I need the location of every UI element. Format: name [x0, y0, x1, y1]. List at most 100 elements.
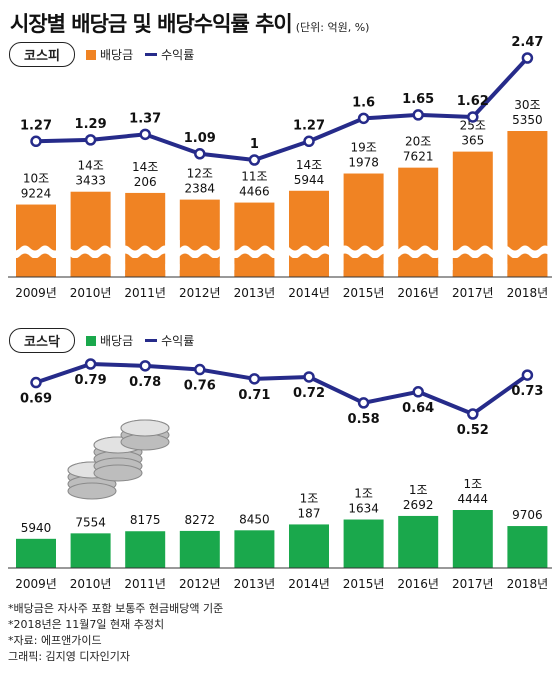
- legend-swatch-dividend: [86, 335, 96, 346]
- yield-point: [412, 386, 424, 398]
- kosdaq-legend: 배당금 수익률: [86, 332, 194, 349]
- yield-point: [30, 135, 42, 148]
- x-tick-label: 2016년: [397, 577, 439, 591]
- bar-label-value: 1978: [348, 156, 379, 170]
- yield-label: 1.37: [129, 111, 161, 126]
- dividend-bar: [125, 531, 166, 568]
- bar-label-value: 3433: [75, 174, 106, 188]
- gap-mask: [492, 240, 508, 270]
- bar-label-value: 2384: [185, 182, 216, 196]
- bar-label-value: 8450: [239, 512, 270, 526]
- x-tick-label: 2011년: [124, 286, 166, 300]
- footnote-4: 그래픽: 김지영 디자인기자: [8, 650, 131, 663]
- yield-label: 1.62: [457, 94, 489, 109]
- coin: [67, 482, 117, 500]
- dividend-bar: [16, 538, 56, 568]
- dividend-bar-base: [398, 260, 439, 277]
- yield-point: [139, 360, 151, 372]
- bar-label-jo: 20조: [405, 135, 431, 149]
- x-tick-label: 2017년: [452, 286, 494, 300]
- bar-label-value: 7621: [403, 150, 434, 164]
- bar-label-jo: 14조: [296, 158, 322, 172]
- bar-label-jo: 25조: [460, 119, 486, 133]
- dividend-bar: [507, 526, 548, 568]
- dividend-bar: [289, 524, 329, 568]
- bar-label-jo: 11조: [241, 170, 267, 184]
- bar-label-value: 365: [461, 134, 484, 148]
- yield-point: [467, 111, 479, 123]
- yield-line: [35, 56, 529, 162]
- gap-mask: [274, 240, 289, 270]
- bar-label-jo: 1조: [409, 483, 428, 497]
- kosdaq-panel: 코스닥 배당금 수익률 5940 7554 8175 8272 8450 1조 187 1조 1…: [0, 320, 560, 600]
- yield-label: 1.29: [75, 117, 107, 132]
- dividend-bar-base: [179, 260, 220, 277]
- legend-item-dividend: 배당금: [86, 332, 133, 349]
- title-text: 시장별 배당금 및 배당수익률 추이: [10, 12, 293, 36]
- legend-label-yield: 수익률: [161, 334, 195, 348]
- bar-label-value: 206: [134, 175, 157, 189]
- dividend-bar: [398, 515, 439, 568]
- bar-label-value: 8272: [185, 513, 216, 527]
- kospi-chart-svg: 10조922414조343314조20612조238411조446614조594…: [0, 36, 560, 300]
- legend-swatch-yield: [145, 53, 158, 56]
- bar-label-value: 5944: [294, 173, 325, 187]
- x-tick-label: 2012년: [179, 286, 221, 300]
- footnotes: *배당금은 자사주 포함 보통주 현금배당액 기준 *2018년은 11월7일 …: [8, 601, 223, 665]
- bar-label-jo: 1조: [354, 487, 373, 501]
- coin: [93, 464, 143, 482]
- footnote-2: *2018년은 11월7일 현재 추정치: [8, 618, 165, 631]
- legend-label-dividend: 배당금: [100, 334, 134, 348]
- dividend-bar: [343, 519, 384, 568]
- yield-label: 0.58: [348, 412, 380, 427]
- x-tick-label: 2013년: [234, 286, 276, 300]
- bar-label-jo: 14조: [132, 160, 158, 174]
- bar-label-value: 4466: [239, 185, 270, 199]
- yield-line: [35, 362, 529, 416]
- gap-mask: [56, 240, 71, 270]
- yield-label: 0.71: [238, 388, 270, 403]
- yield-point: [412, 109, 424, 121]
- kosdaq-chart-svg: 5940 7554 8175 8272 84501조1871조16341조26921조4…: [8, 358, 552, 591]
- bar-label-value: 5350: [512, 113, 543, 127]
- yield-label: 0.52: [457, 423, 489, 438]
- dividend-bar-base: [289, 260, 329, 277]
- x-tick-label: 2010년: [70, 286, 112, 300]
- yield-label: 1.27: [20, 118, 52, 133]
- dividend-bar-base: [234, 260, 275, 277]
- x-tick-label: 2014년: [288, 577, 330, 591]
- bar-label-value: 9224: [21, 187, 52, 201]
- dividend-bar: [234, 530, 275, 568]
- yield-label: 0.72: [293, 386, 325, 401]
- bar-label-value: 8175: [130, 513, 161, 527]
- bar-label-value: 187: [298, 506, 321, 520]
- footnote-3: *자료: 에프앤가이드: [8, 634, 102, 647]
- dividend-bar-base: [507, 260, 548, 277]
- yield-point: [303, 371, 315, 383]
- kospi-market-tag: 코스피: [9, 42, 75, 67]
- x-tick-label: 2017년: [452, 577, 494, 591]
- legend-swatch-yield: [145, 339, 158, 342]
- kosdaq-market-tag: 코스닥: [9, 328, 75, 353]
- x-tick-label: 2010년: [70, 577, 112, 591]
- yield-label: 0.69: [20, 392, 52, 407]
- chart-title: 시장별 배당금 및 배당수익률 추이 (단위: 억원, %): [10, 8, 369, 38]
- legend-label-dividend: 배당금: [100, 48, 134, 62]
- dividend-bar-base: [343, 260, 384, 277]
- yield-point: [521, 369, 534, 381]
- yield-point: [194, 363, 206, 376]
- yield-point: [139, 128, 151, 141]
- yield-point: [467, 408, 479, 420]
- yield-label: 0.78: [129, 375, 161, 390]
- yield-point: [30, 376, 42, 389]
- bar-label-jo: 10조: [23, 172, 49, 186]
- bar-label-value: 5940: [21, 521, 52, 535]
- bar-label-value: 4444: [458, 492, 489, 506]
- bar-label-value: 1634: [348, 502, 379, 516]
- yield-label: 0.64: [402, 401, 434, 416]
- x-tick-label: 2018년: [507, 286, 549, 300]
- bar-label-jo: 19조: [350, 141, 376, 155]
- yield-point: [194, 148, 206, 160]
- bar-label-jo: 14조: [77, 159, 103, 173]
- legend-item-dividend: 배당금: [86, 46, 133, 63]
